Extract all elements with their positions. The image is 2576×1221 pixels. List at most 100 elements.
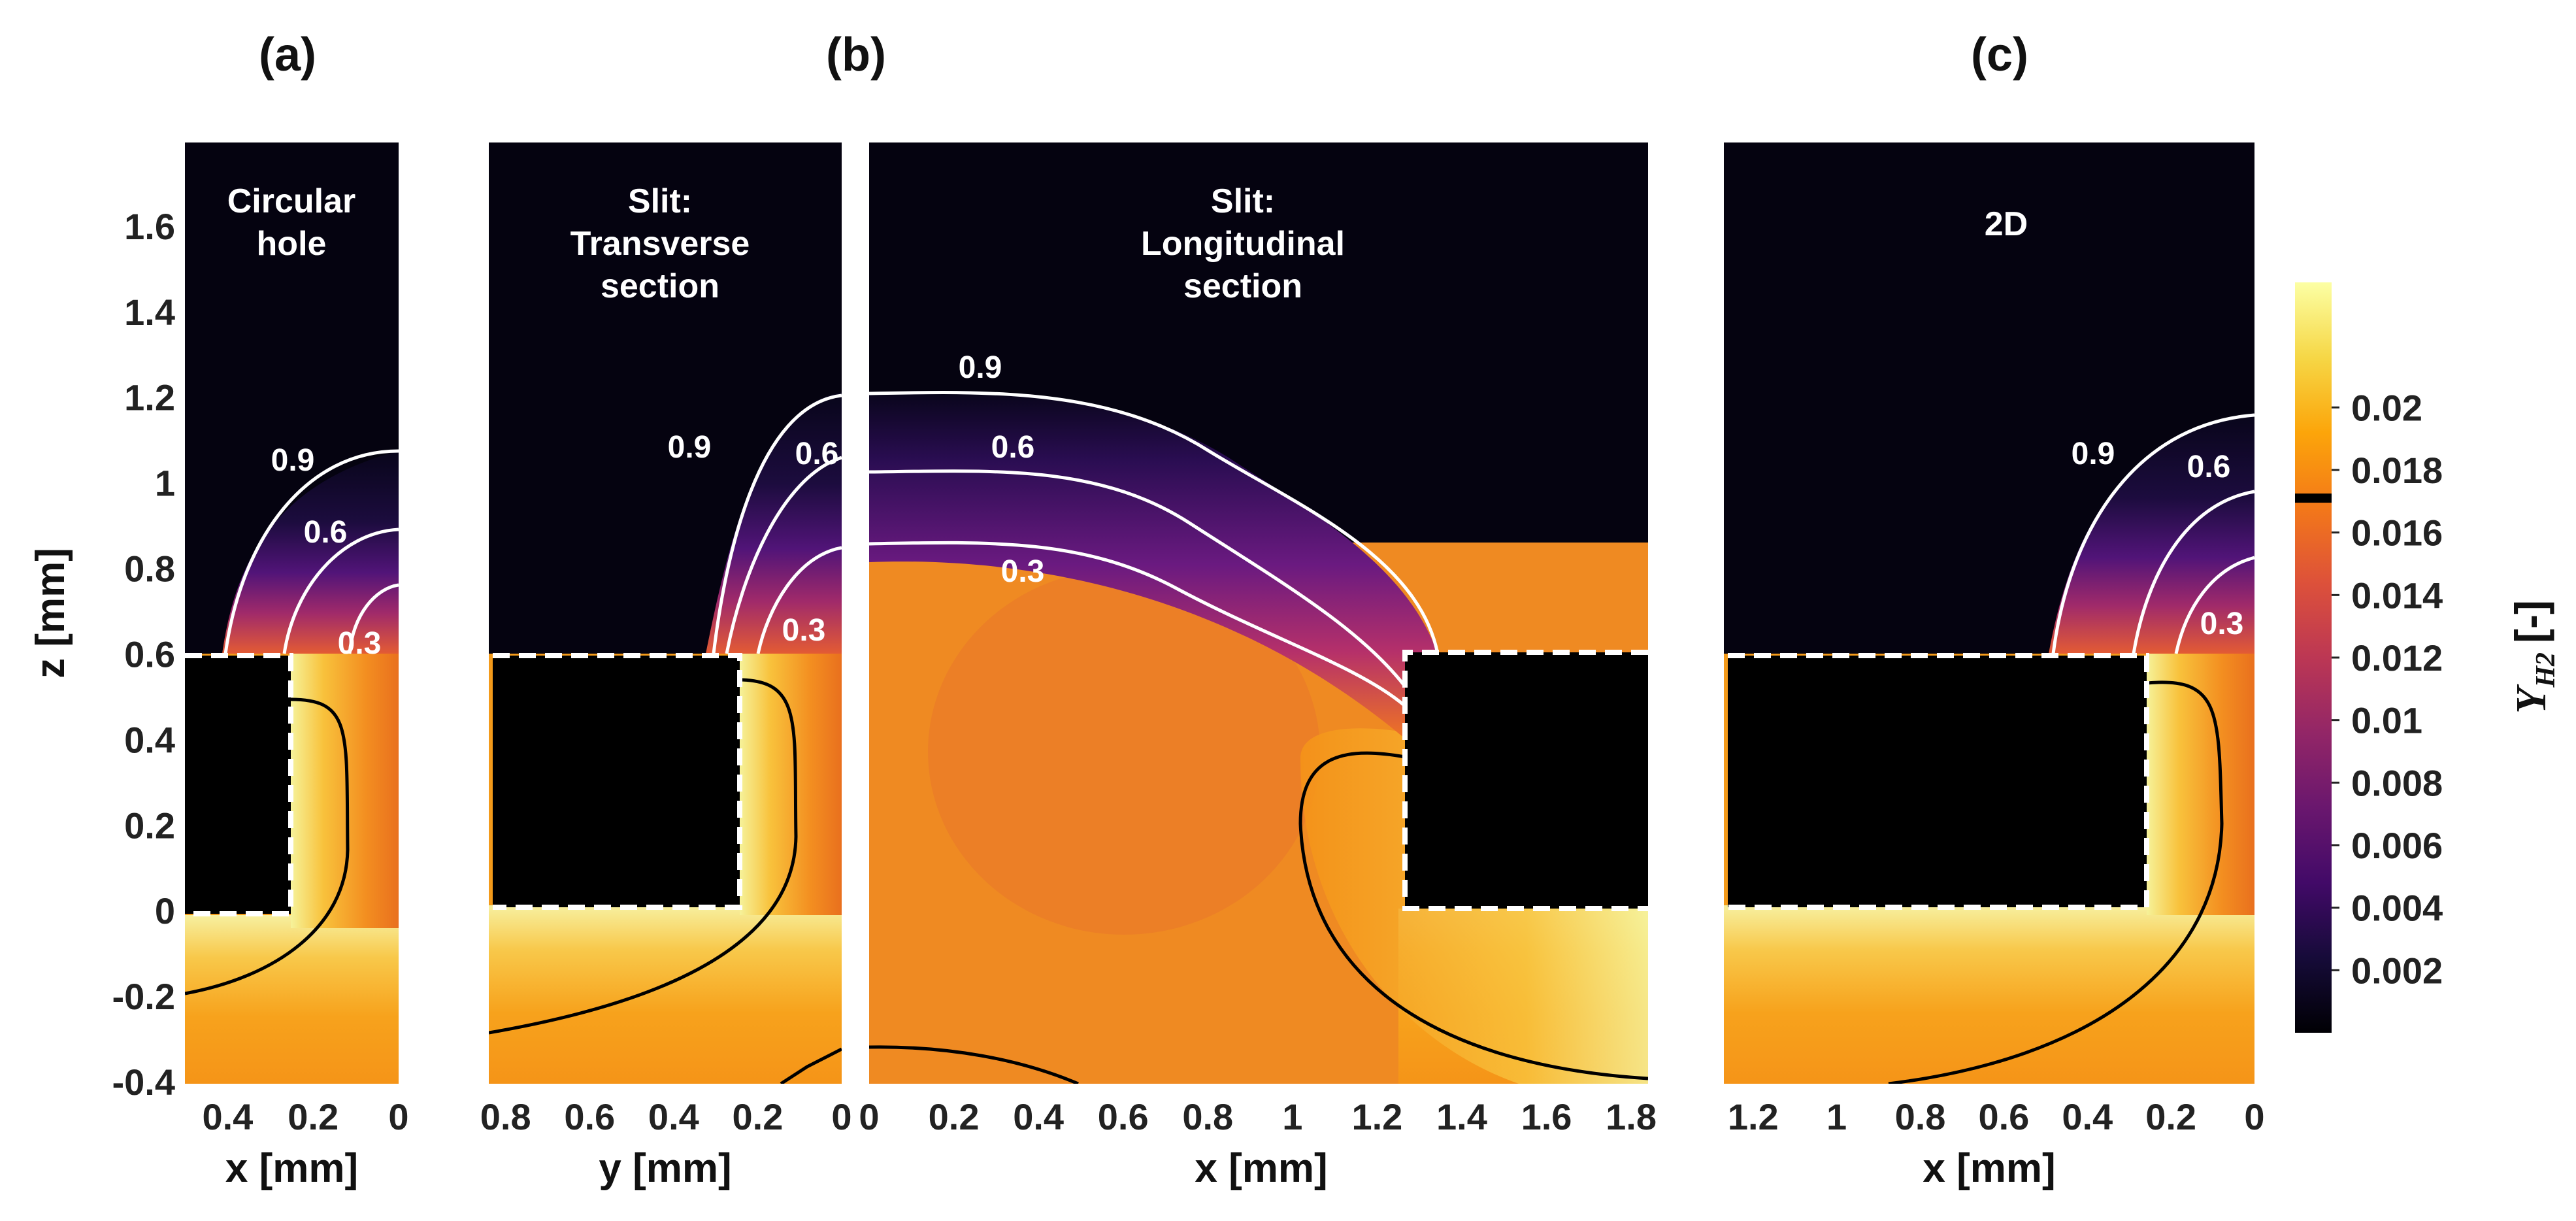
colorbar-label-sub: H2 (2531, 652, 2561, 688)
x-tick-label-b-longitudinal: 1.4 (1436, 1096, 1487, 1137)
y-axis-label: z [mm] (28, 548, 73, 678)
contour-bt-0.3 (756, 546, 842, 654)
panel-annotation-c: 2D (1985, 205, 2028, 243)
colorbar-tick-label: 0.014 (2351, 575, 2443, 616)
colorbar-ticks: 0.02 0.018 0.016 0.014 0.012 0.01 0.008 0.006 0.… (2332, 387, 2443, 991)
x-tick-label-a: 0.2 (288, 1096, 339, 1137)
panel-c (1724, 142, 2254, 1084)
x-tick-label-c: 0.4 (2062, 1096, 2113, 1137)
y-tick-label: -0.2 (112, 976, 176, 1017)
colorbar-tick-label: 0.01 (2351, 700, 2422, 741)
y-tick-label: 0.2 (124, 805, 175, 846)
contour-bt-0.6 (725, 456, 842, 654)
contour-a-0.9 (223, 449, 399, 654)
contour-a-0.3 (348, 583, 399, 654)
x-tick-label-c: 1 (1826, 1096, 1847, 1137)
colorbar-tick-label: 0.02 (2351, 387, 2422, 428)
x-tick-label-b-longitudinal: 1.6 (1521, 1096, 1572, 1137)
contour-bl-0.9 (869, 391, 1440, 654)
x-tick-label-b-longitudinal: 0 (859, 1096, 879, 1137)
contour-bl-0.6 (869, 469, 1406, 688)
panel-label-c: (c) (1971, 29, 2028, 81)
x-tick-label-b-longitudinal: 0.6 (1098, 1096, 1149, 1137)
contour-label-c: 0.9 (2072, 437, 2115, 471)
colorbar-tick-label: 0.008 (2351, 762, 2443, 803)
x-tick-label-c: 0.8 (1895, 1096, 1946, 1137)
contour-c-0.9 (2051, 413, 2254, 654)
contour-label-b-longitudinal: 0.3 (1001, 554, 1045, 589)
y-tick-label: 0.4 (124, 719, 175, 760)
x-tick-label-b-transverse: 0.2 (732, 1096, 783, 1137)
x-tick-label-b-longitudinal: 1 (1282, 1096, 1302, 1137)
panel-label-b: (b) (826, 29, 886, 81)
y-tick-label: 1.2 (124, 377, 175, 418)
contour-bl-0.3 (869, 541, 1406, 707)
panel-label-a: (a) (259, 29, 316, 81)
y-tick-label: 0.6 (124, 633, 175, 675)
colorbar-label: YH2 [-] (2506, 600, 2561, 714)
x-tick-label-b-longitudinal: 1.8 (1606, 1096, 1657, 1137)
solid-block-bl (1405, 652, 1648, 909)
y-tick-label: -0.4 (112, 1062, 176, 1103)
x-axis-label-b-longitudinal: x [mm] (1195, 1146, 1327, 1191)
colorbar-marker (2295, 493, 2332, 503)
contour-label-b-longitudinal: 0.6 (991, 430, 1035, 465)
contour-bl-black-left (869, 1045, 1079, 1084)
contour-label-a: 0.3 (338, 626, 382, 661)
contour-a-black (185, 697, 350, 995)
contour-bl-black-right (1298, 751, 1648, 1080)
contour-a-0.6 (282, 527, 399, 654)
x-tick-label-a: 0.4 (202, 1096, 253, 1137)
y-tick-label: 0.8 (124, 548, 175, 590)
x-tick-label-c: 0.6 (1978, 1096, 2029, 1137)
panel-b-longitudinal (869, 142, 1648, 1084)
contour-label-b-longitudinal: 0.9 (959, 350, 1002, 385)
panel-annotation-a: Circular hole (227, 182, 356, 263)
colorbar-tick-label: 0.016 (2351, 512, 2443, 554)
x-tick-label-b-transverse: 0 (831, 1096, 851, 1137)
contour-c-black (1888, 680, 2224, 1084)
x-tick-label-b-transverse: 0.8 (480, 1096, 531, 1137)
x-tick-label-c: 0 (2244, 1096, 2264, 1137)
y-tick-label: 1 (155, 463, 175, 504)
colorbar-tick-label: 0.018 (2351, 450, 2443, 491)
contour-c-0.6 (2132, 490, 2254, 654)
annotations: Circular hole Slit: Transverse section Slit: L… (227, 182, 2244, 661)
x-tick-label-b-transverse: 0.4 (648, 1096, 699, 1137)
y-tick-label: 0 (155, 890, 175, 931)
x-tick-label-c: 0.2 (2145, 1096, 2196, 1137)
colorbar-tick-label: 0.002 (2351, 950, 2443, 991)
contour-label-b-transverse: 0.3 (782, 613, 826, 648)
contour-c-0.3 (2174, 556, 2254, 654)
y-axis: 1.6 1.4 1.2 1 0.8 0.6 0.4 0.2 0 -0.2 -0.4 (112, 206, 176, 1103)
contour-label-b-transverse: 0.6 (795, 437, 839, 471)
colorbar-label-main: Y (2507, 684, 2555, 714)
x-tick-label-c: 1.2 (1728, 1096, 1779, 1137)
panel-annotation-b-longitudinal: Slit: Longitudinal section (1141, 182, 1345, 305)
x-tick-label-b-longitudinal: 0.2 (929, 1096, 980, 1137)
x-tick-label-b-longitudinal: 0.4 (1013, 1096, 1064, 1137)
solid-block-c (1728, 656, 2147, 907)
x-tick-label-a: 0 (388, 1096, 408, 1137)
contour-label-b-transverse: 0.9 (668, 430, 712, 465)
contour-bt-black (489, 678, 798, 1035)
panel-annotation-b-transverse: Slit: Transverse section (570, 182, 750, 305)
solid-block-bt (493, 656, 740, 907)
contour-label-c: 0.6 (2187, 450, 2231, 484)
panel-a (185, 142, 399, 1084)
contour-bt-0.9 (712, 393, 842, 654)
x-axis-label-b-transverse: y [mm] (599, 1146, 731, 1191)
contour-label-a: 0.9 (271, 443, 315, 478)
contour-label-a: 0.6 (304, 515, 348, 550)
colorbar-gradient (2295, 282, 2332, 1033)
y-tick-label: 1.4 (124, 292, 175, 333)
x-tick-label-b-transverse: 0.6 (564, 1096, 615, 1137)
x-tick-label-b-longitudinal: 0.8 (1182, 1096, 1233, 1137)
colorbar-tick-label: 0.006 (2351, 825, 2443, 866)
x-axes: 0.4 0.2 0 x [mm] 0.8 0.6 0.4 0.2 0 y [mm] 0 0.2 0.4 0… (202, 1096, 2264, 1191)
y-tick-label: 1.6 (124, 206, 175, 247)
solid-block-a (185, 656, 291, 914)
x-axis-label-c: x [mm] (1923, 1146, 2055, 1191)
colorbar: 0.02 0.018 0.016 0.014 0.012 0.01 0.008 0.006 0.… (2295, 282, 2561, 1033)
